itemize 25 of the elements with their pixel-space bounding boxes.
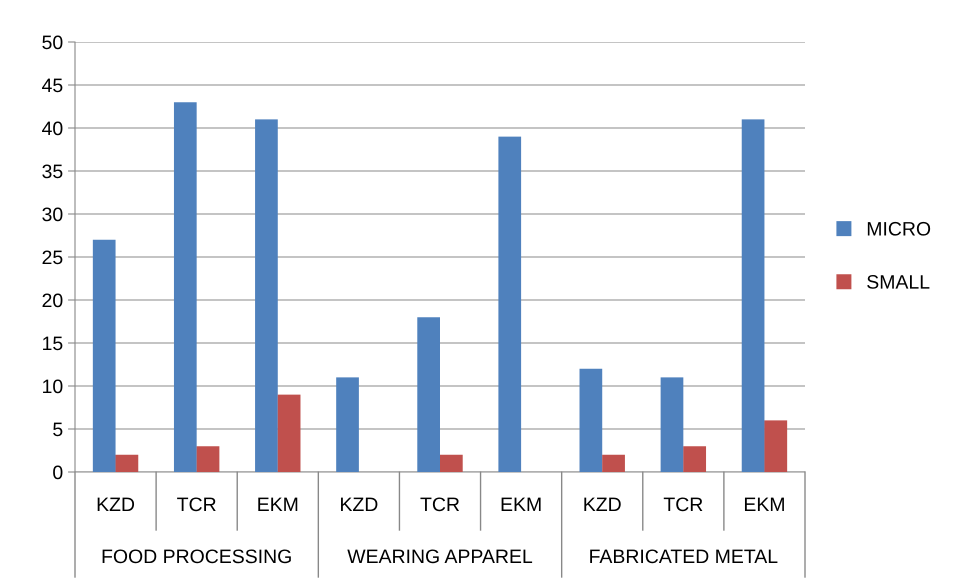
y-tick-label: 15 (43, 336, 62, 350)
y-tick-label: 10 (43, 379, 62, 394)
text: FABRICATED METAL (590, 549, 778, 564)
legend-label: SMALL (867, 275, 930, 289)
legend-label: MICRO (868, 222, 930, 236)
y-tick-label: 45 (42, 78, 62, 92)
y-tick-label: 40 (42, 121, 62, 136)
x-tick-label: EKM (744, 498, 784, 512)
x-tick-label: EKM (502, 498, 541, 512)
x-tick-label: KZD (584, 498, 621, 512)
x-tick-label: KZD (98, 498, 134, 512)
y-tick-label: 25 (42, 250, 62, 264)
x-tick-label: TCR (420, 497, 460, 512)
y-tick-label: 30 (42, 207, 62, 222)
y-tick-label: 50 (42, 35, 62, 50)
text: FOOD PROCESSING (102, 549, 291, 564)
y-tick-label: 5 (53, 422, 62, 436)
y-tick-label: 35 (42, 164, 62, 178)
y-tick-label: 0 (53, 465, 62, 480)
y-tick-label: 20 (42, 293, 62, 308)
x-tick-label: EKM (258, 498, 298, 512)
x-tick-label: KZD (341, 498, 378, 512)
x-tick-label: TCR (177, 497, 216, 512)
text: WEARING APPAREL (347, 549, 532, 564)
x-tick-label: TCR (664, 497, 702, 512)
